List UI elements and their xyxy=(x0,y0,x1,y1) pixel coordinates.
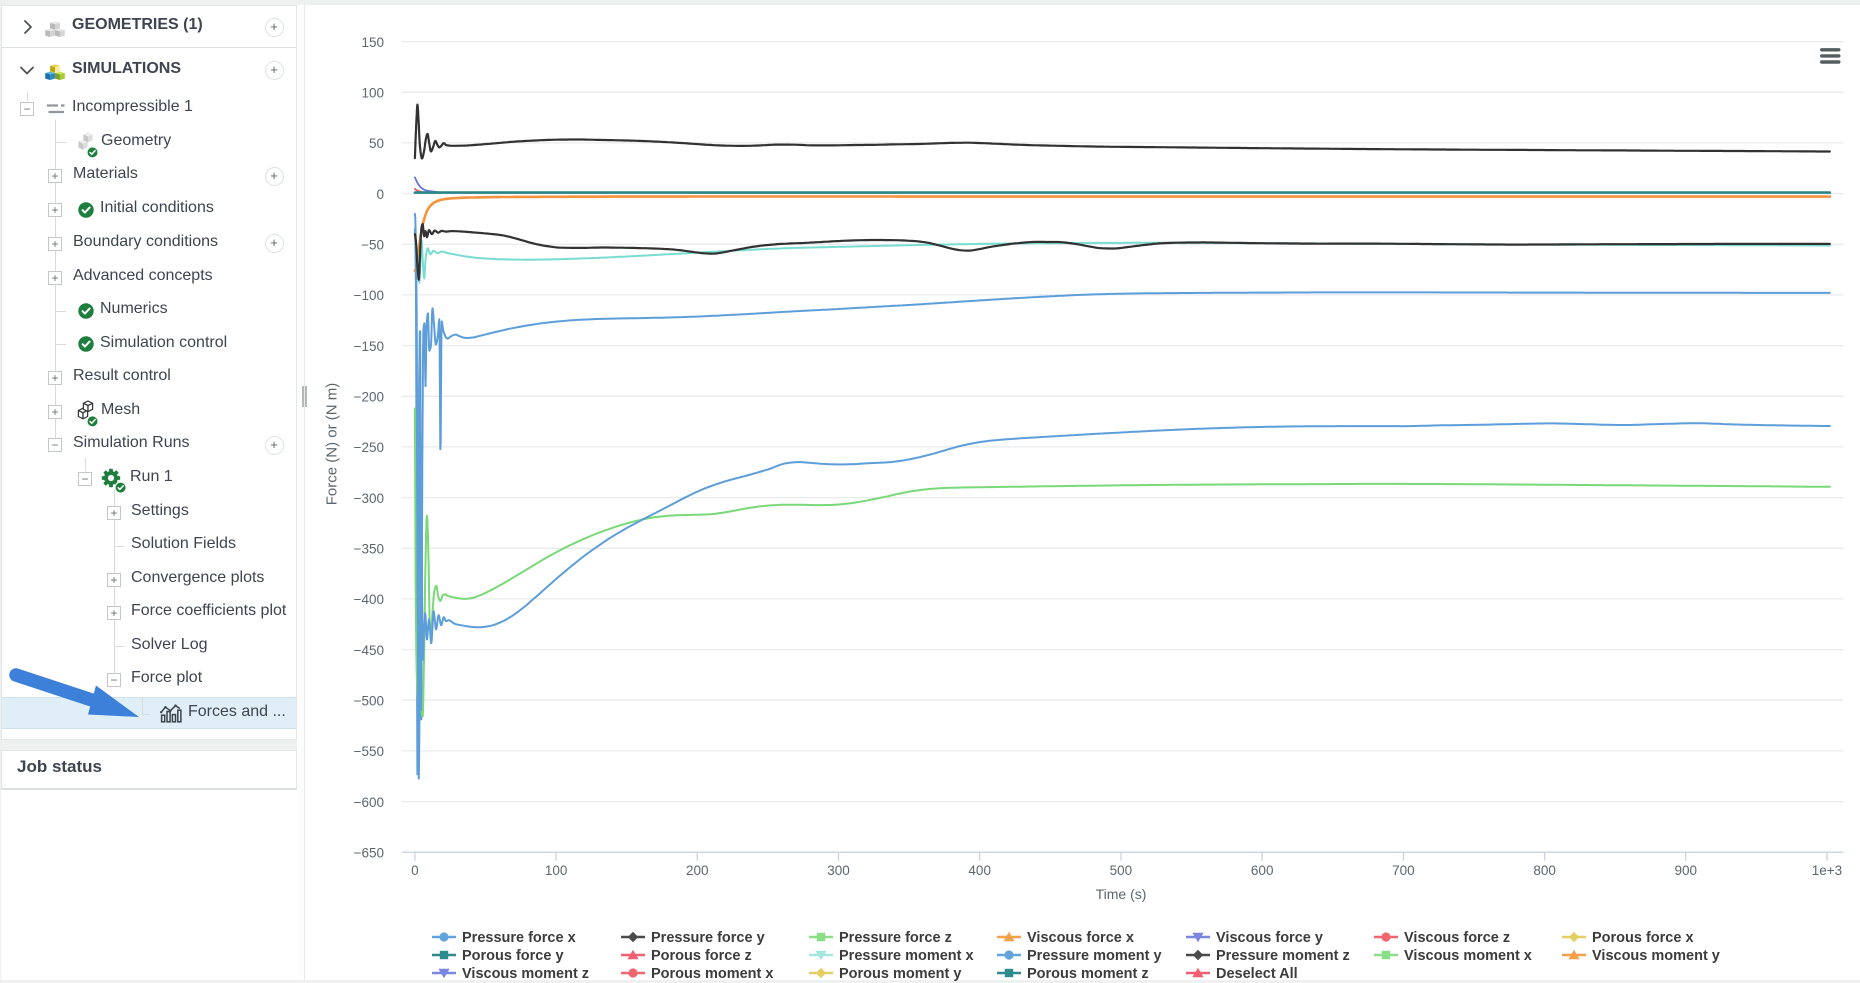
svg-text:300: 300 xyxy=(827,863,850,878)
svg-text:−650: −650 xyxy=(354,846,384,861)
svg-text:900: 900 xyxy=(1675,863,1698,878)
svg-text:800: 800 xyxy=(1533,863,1556,878)
svg-text:−400: −400 xyxy=(354,592,384,607)
svg-text:400: 400 xyxy=(968,863,991,878)
svg-text:−550: −550 xyxy=(354,744,384,759)
svg-text:150: 150 xyxy=(361,35,384,50)
svg-text:−500: −500 xyxy=(354,694,384,709)
svg-text:−200: −200 xyxy=(354,390,384,405)
svg-text:600: 600 xyxy=(1251,863,1274,878)
svg-text:200: 200 xyxy=(686,863,709,878)
svg-text:−250: −250 xyxy=(354,440,384,455)
svg-text:−300: −300 xyxy=(354,491,384,506)
svg-text:−100: −100 xyxy=(354,288,384,303)
svg-text:50: 50 xyxy=(369,136,384,151)
svg-text:−450: −450 xyxy=(354,643,384,658)
svg-text:−50: −50 xyxy=(361,238,384,253)
svg-text:1e+3: 1e+3 xyxy=(1812,863,1842,878)
svg-text:700: 700 xyxy=(1392,863,1415,878)
svg-text:100: 100 xyxy=(361,86,384,101)
svg-text:−600: −600 xyxy=(354,795,384,810)
svg-text:0: 0 xyxy=(411,863,419,878)
svg-text:500: 500 xyxy=(1110,863,1133,878)
svg-text:−150: −150 xyxy=(354,339,384,354)
svg-text:100: 100 xyxy=(545,863,568,878)
svg-text:Force (N) or (N m): Force (N) or (N m) xyxy=(324,383,341,506)
svg-text:Time (s): Time (s) xyxy=(1096,886,1147,902)
svg-text:−350: −350 xyxy=(354,542,384,557)
svg-text:0: 0 xyxy=(376,187,384,202)
